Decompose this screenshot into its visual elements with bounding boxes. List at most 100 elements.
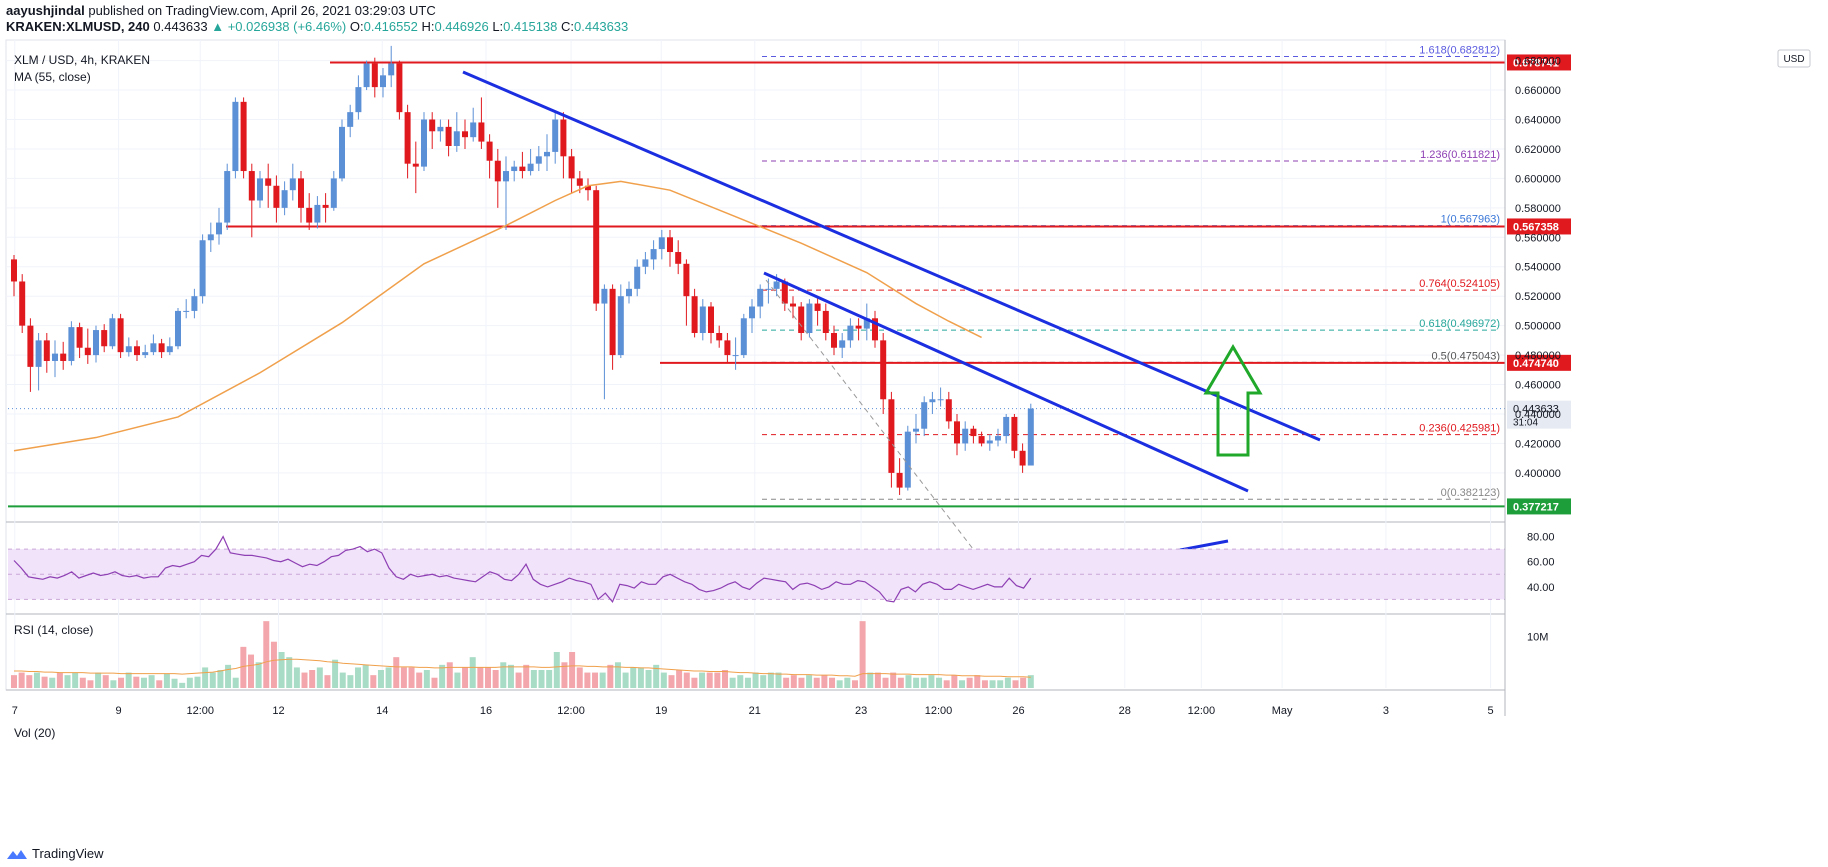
price-tick-label: 0.680000 [1515,56,1561,68]
volume-bar [87,680,94,688]
price-tick-label: 0.660000 [1515,85,1561,97]
candle-body [839,340,846,348]
currency-box[interactable] [1777,49,1811,68]
volume-bar [790,675,797,688]
time-tick-label: 14 [376,705,388,717]
candle-body [437,126,444,132]
candle-body [896,472,903,488]
volume-bar [783,677,790,688]
currency-label: USD [1783,54,1804,65]
volume-bar [469,657,476,688]
candle-body [232,101,239,172]
volume-bar [584,672,591,688]
volume-bar [293,667,300,688]
volume-bar [997,680,1004,688]
candle-body [568,156,575,179]
time-tick-label: 12:00 [186,705,214,717]
time-tick-label: 12 [272,705,284,717]
candle-body [970,428,977,437]
volume-bar [484,667,491,688]
fib-label-1: 1(0.567963) [1441,214,1500,226]
volume-bar [423,670,430,688]
candle-body [658,237,665,250]
resistance-0678741-label: 0.678741 [1513,57,1559,69]
price-tick-label: 0.500000 [1515,321,1561,333]
candle-body [76,327,83,348]
time-tick-label: 23 [855,705,867,717]
candle-body [954,421,960,444]
legend: XLM / USD, 4h, KRAKEN MA (55, close) RSI… [14,49,1811,740]
volume-bar [645,670,652,688]
volume-bar [1020,677,1027,688]
volume-bar [676,670,683,688]
candle-body [101,330,108,347]
volume-bar [140,677,147,688]
candle-body [117,318,124,353]
candle-body [667,237,673,253]
low-label: L: [492,19,504,34]
volume-bar [714,672,721,688]
volume-bar [26,675,33,688]
candle-body [11,259,17,282]
volume-bar [240,646,247,688]
candle-body [642,259,649,267]
volume-bar [928,675,935,688]
candle-body [724,340,731,356]
volume-bar [622,672,629,688]
fib-label-1.236: 1.236(0.611821) [1420,149,1500,161]
candle-body [257,178,263,201]
footer-brand[interactable]: TradingView [32,846,104,861]
time-tick-label: 28 [1119,705,1131,717]
fibonacci-levels: 1.618(0.682812) 1.236(0.611821) 1(0.567963… [762,44,1500,500]
candle-body [84,347,91,356]
fib-label-1.618: 1.618(0.682812) [1419,44,1500,56]
candle-body [716,333,723,341]
volume-bar [966,677,973,688]
volume-bar [79,677,86,688]
candle-body [995,436,1001,441]
volume-bar [102,675,109,688]
publisher-name[interactable]: aayushjindal [6,3,85,18]
time-tick-label: May [1272,705,1293,717]
volume-bar [767,672,774,688]
candle-body [978,436,985,444]
candle-body [339,126,345,179]
fib-label-0.618: 0.618(0.496972) [1419,318,1500,330]
candle-body [609,288,616,356]
candle-body [740,318,747,356]
candle-body [125,346,132,353]
candle-body [43,340,50,361]
volume-bar [194,676,201,688]
volume-bar [446,662,453,688]
volume-bar [920,677,927,688]
volume-bar [163,673,170,688]
candle-body [380,75,386,88]
candle-body [626,288,632,297]
volume-bar [507,664,514,688]
publish-info: published on TradingView.com, April 26, … [88,3,436,18]
lower-trend-line [763,271,1249,493]
tradingview-logo-icon [7,849,27,859]
volume-bar [462,667,469,688]
price-tick-label: 0.580000 [1515,203,1561,215]
time-tick-label: 9 [116,705,122,717]
candle-body [445,126,452,147]
candle-body [601,288,608,304]
high-value: 0.446926 [434,19,489,34]
candle-body [273,185,280,208]
candle-body [634,266,641,289]
candle-body [576,178,583,186]
close-value: 0.443633 [574,19,629,34]
footer: TradingView [6,846,104,861]
candle-body [248,171,255,201]
candle-body [52,353,58,361]
candle-body [494,160,501,182]
candle-body [191,296,198,311]
volume-bar [49,677,56,688]
candle-body [183,310,190,312]
candle-body [585,185,591,191]
volume-bar [41,676,48,688]
price-tick-label: 0.640000 [1515,115,1561,127]
legend-vol: Vol (20) [14,726,55,740]
